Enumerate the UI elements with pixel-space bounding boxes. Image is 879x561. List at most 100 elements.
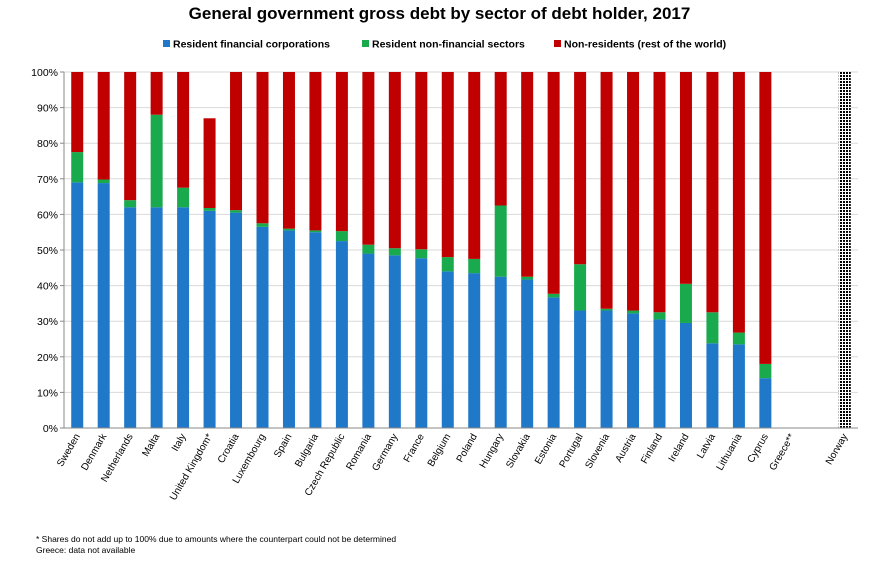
bar-segment-croatia-3 [230,72,243,211]
y-tick-label: 70% [37,174,58,186]
bar-segment-poland-2 [468,258,481,274]
bar-segment-latvia-2 [706,312,719,344]
bar-segment-malta-1 [150,207,163,428]
bar-segment-france-1 [415,258,428,428]
y-axis-tick-labels: 0% 10% 20% 30% 40% 50% 60% 70% 80% 90% 100% [31,67,58,435]
bar-segment-cyprus-3 [759,72,772,364]
x-category-label: Cyprus [746,432,771,465]
x-category-label: Finland [639,432,665,466]
bar-segment-united-kingdom-2 [203,207,216,211]
bar-segment-austria-3 [627,72,640,311]
bar-segment-slovenia-3 [600,72,613,309]
bar-segment-united-kingdom-1 [203,210,216,428]
bar-segment-slovakia-1 [521,279,534,428]
bar-segment-italy-3 [177,72,190,188]
bar-segment-denmark-3 [97,72,110,180]
bar-segment-germany-1 [388,255,401,428]
legend-swatch [362,40,369,47]
bar-segment-ireland-2 [679,283,692,323]
bar-segment-hungary-1 [494,276,507,428]
bar-segment-estonia-3 [547,72,560,294]
x-category-label: France [402,432,427,465]
legend-label: Resident financial corporations [173,39,330,51]
bar-segment-norway-1 [838,241,851,428]
bar-segment-sweden-1 [71,182,84,428]
y-tick-label: 60% [37,209,58,221]
footnote: * Shares do not add up to 100% due to am… [36,534,397,544]
bar-segment-estonia-2 [547,293,560,298]
bar-segment-portugal-3 [574,72,587,265]
bar-segment-cyprus-1 [759,378,772,428]
bar-segment-sweden-3 [71,72,84,153]
x-category-label: Malta [140,432,162,459]
x-category-label: Romania [344,432,374,473]
bar-segment-denmark-1 [97,183,110,428]
bar-segment-czech-republic-1 [335,241,348,428]
axes [63,72,858,429]
bar-segment-belgium-2 [441,257,454,272]
bar-segment-ireland-1 [679,322,692,428]
x-category-label: Sweden [55,432,83,469]
bar-segment-france-2 [415,249,428,259]
bar-segment-france-3 [415,72,428,250]
bar-segment-norway-2 [838,232,851,242]
y-tick-label: 30% [37,316,58,328]
bar-segment-slovakia-3 [521,72,534,277]
y-tick-label: 10% [37,387,58,399]
x-category-label: Greece** [768,432,798,473]
bar-segment-austria-2 [627,310,640,314]
bar-segment-romania-2 [362,244,375,254]
footnote: Greece: data not available [36,545,136,555]
bar-segment-luxembourg-1 [256,226,269,428]
bar-segment-spain-2 [282,228,295,231]
bar-segment-italy-2 [177,187,190,208]
bar-segment-finland-3 [653,72,666,313]
legend-label: Non-residents (rest of the world) [564,39,726,51]
bar-segment-ireland-3 [679,72,692,284]
bar-segment-poland-3 [468,72,481,259]
bar-segment-lithuania-1 [732,344,745,428]
y-tick-label: 20% [37,352,58,364]
x-category-label: Austria [614,432,639,465]
bar-segment-germany-2 [388,248,401,256]
bar-segment-spain-1 [282,230,295,428]
bar-segment-czech-republic-2 [335,231,348,242]
legend-label: Resident non-financial sectors [372,39,525,51]
bar-segment-cyprus-2 [759,363,772,379]
x-category-label: Italy [170,432,189,453]
bar-segment-netherlands-2 [124,200,137,208]
bar-segment-slovenia-1 [600,310,613,428]
bar-segment-latvia-1 [706,343,719,428]
x-category-label: Poland [455,432,480,464]
x-category-label: Slovenia [583,432,612,471]
bar-segment-malta-2 [150,114,163,208]
bar-segment-norway-3 [838,72,851,233]
bar-segment-austria-1 [627,313,640,428]
legend-swatch [163,40,170,47]
bar-segment-hungary-3 [494,72,507,206]
y-tick-label: 90% [37,103,58,115]
bar-segment-bulgaria-2 [309,230,322,233]
bar-segment-belgium-1 [441,271,454,428]
bar-segment-portugal-1 [574,310,587,428]
bar-segment-slovenia-2 [600,308,613,311]
x-category-label: Germany [370,432,400,473]
bar-segment-romania-1 [362,253,375,428]
bar-segment-italy-1 [177,207,190,428]
x-category-label: Hungary [478,432,506,470]
bar-segment-finland-1 [653,319,666,428]
legend: Resident financial corporations Resident … [163,39,726,51]
y-tick-label: 40% [37,281,58,293]
bar-segment-netherlands-1 [124,207,137,428]
bar-segment-sweden-2 [71,152,84,183]
chart-title: General government gross debt by sector … [188,4,691,23]
bar-segment-united-kingdom-3 [203,118,216,208]
x-category-label: Ireland [667,432,692,464]
bar-segment-bulgaria-3 [309,72,322,231]
bar-segment-lithuania-3 [732,72,745,333]
legend-swatch [554,40,561,47]
bar-segment-malta-3 [150,72,163,115]
y-tick-label: 100% [31,67,58,79]
